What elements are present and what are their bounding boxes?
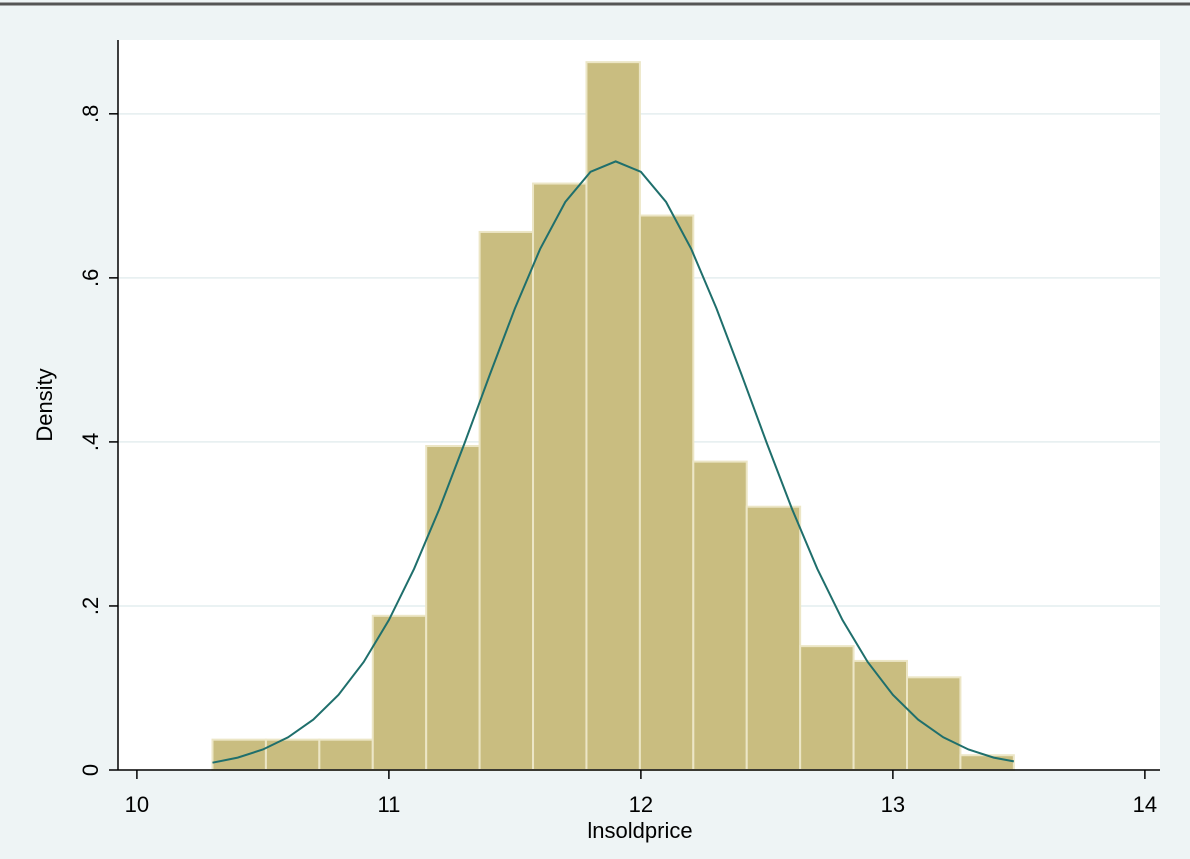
bar: [371, 614, 428, 771]
bar: [638, 214, 695, 772]
bar: [692, 460, 748, 771]
axis-layer: 0 .2 .4 .6 .8 10 11 12 13 14: [78, 105, 1157, 817]
bar: [425, 445, 481, 771]
bar: [478, 230, 535, 772]
y-tick-label: .4: [78, 433, 103, 451]
bar: [799, 645, 855, 771]
x-tick-label: 12: [629, 792, 653, 817]
density-curve: [212, 160, 1015, 764]
y-axis-label: Density: [32, 368, 57, 441]
x-axis-label: lnsoldprice: [587, 818, 692, 843]
y-tick-label: .6: [78, 269, 103, 287]
bar: [745, 505, 802, 771]
y-tick-label: 0: [78, 764, 103, 776]
x-tick-label: 10: [125, 792, 149, 817]
bar-layer: [211, 61, 1015, 772]
bar: [532, 182, 588, 772]
bar: [959, 754, 1015, 772]
line-layer: [212, 160, 1015, 764]
x-tick-label: 11: [377, 792, 400, 817]
x-tick-label: 13: [881, 792, 905, 817]
x-tick-label: 14: [1133, 792, 1157, 817]
bar: [318, 738, 374, 771]
bar: [211, 738, 267, 771]
bar: [905, 676, 962, 772]
y-tick-label: .2: [78, 597, 103, 615]
y-tick-label: .8: [78, 105, 103, 123]
